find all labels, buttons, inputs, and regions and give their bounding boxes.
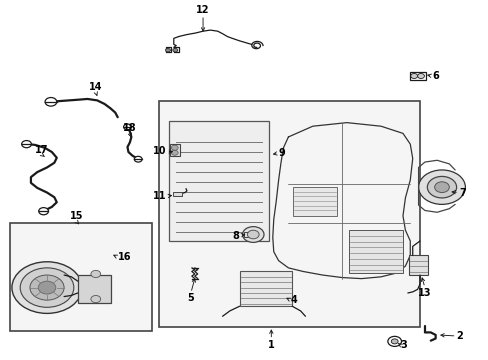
Bar — [243, 231, 250, 237]
Circle shape — [434, 182, 448, 193]
Circle shape — [134, 156, 142, 162]
Text: 3: 3 — [400, 340, 407, 350]
Bar — [293, 187, 336, 216]
Circle shape — [242, 226, 264, 242]
Circle shape — [172, 48, 177, 52]
Text: 12: 12 — [196, 5, 209, 15]
Circle shape — [38, 281, 56, 294]
Text: 14: 14 — [89, 82, 102, 92]
Text: 16: 16 — [118, 252, 131, 262]
Text: 7: 7 — [458, 188, 465, 198]
Text: 5: 5 — [187, 293, 194, 303]
Circle shape — [165, 48, 170, 52]
Text: 10: 10 — [153, 146, 166, 156]
Circle shape — [123, 124, 131, 130]
Bar — [10, 223, 152, 330]
Circle shape — [171, 150, 178, 155]
Circle shape — [30, 275, 64, 300]
Text: 4: 4 — [290, 295, 297, 305]
Bar — [408, 255, 427, 275]
Bar — [168, 121, 268, 241]
Bar — [409, 72, 425, 80]
Circle shape — [91, 296, 101, 303]
Bar — [159, 101, 419, 327]
Bar — [239, 271, 292, 306]
Circle shape — [390, 339, 397, 344]
Text: 2: 2 — [456, 331, 463, 341]
Bar — [78, 275, 111, 303]
Text: 8: 8 — [232, 231, 239, 240]
Text: 11: 11 — [153, 191, 166, 201]
Circle shape — [21, 140, 31, 148]
Circle shape — [410, 73, 417, 78]
Circle shape — [91, 270, 101, 278]
Text: 17: 17 — [35, 145, 49, 155]
Text: 15: 15 — [69, 211, 83, 221]
Circle shape — [39, 208, 48, 215]
Circle shape — [427, 176, 456, 198]
Circle shape — [171, 145, 178, 150]
Circle shape — [20, 268, 74, 307]
Circle shape — [417, 73, 424, 78]
Circle shape — [45, 98, 57, 106]
Circle shape — [247, 230, 259, 239]
Text: 18: 18 — [123, 123, 137, 134]
Bar — [169, 144, 179, 156]
Bar — [172, 192, 181, 197]
Bar — [348, 230, 402, 273]
Circle shape — [387, 336, 401, 346]
Text: 1: 1 — [267, 339, 274, 350]
Text: 6: 6 — [431, 71, 438, 81]
Circle shape — [12, 262, 82, 314]
Circle shape — [418, 170, 465, 204]
Text: 9: 9 — [278, 148, 285, 158]
Text: 13: 13 — [417, 288, 431, 298]
